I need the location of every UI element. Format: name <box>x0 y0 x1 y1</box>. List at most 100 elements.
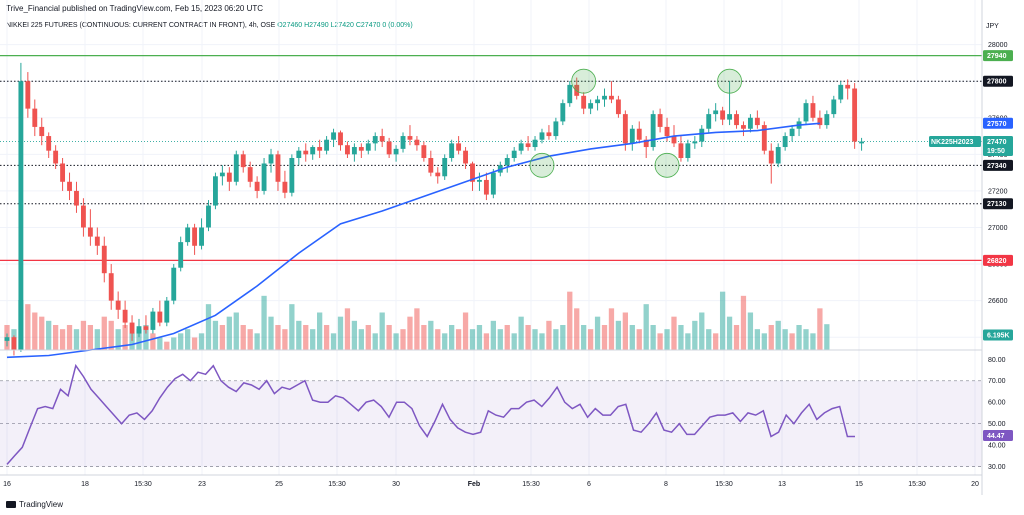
candle-body <box>164 300 170 323</box>
time-tick-label: 20 <box>971 481 979 488</box>
time-tick-label: 15:30 <box>908 481 926 488</box>
candle-body <box>414 139 420 146</box>
candle-body <box>143 326 149 330</box>
rsi-tick-label: 40.00 <box>988 443 1006 450</box>
volume-bar <box>185 329 191 350</box>
candle-body <box>727 114 733 120</box>
volume-bar <box>435 329 441 350</box>
brand-label: TradingView <box>19 500 64 509</box>
candle-body <box>317 147 323 151</box>
volume-bar <box>518 316 524 350</box>
volume-bar <box>525 325 531 350</box>
candle-body <box>213 176 218 206</box>
ma-tag: 27570 <box>987 121 1007 128</box>
volume-bar <box>782 329 788 350</box>
candle-body <box>275 154 281 182</box>
candle-body <box>421 145 427 158</box>
volume-bar <box>46 320 52 350</box>
volume-bar <box>824 324 830 350</box>
candle-body <box>636 128 642 140</box>
candle-body <box>782 136 788 148</box>
volume-bar <box>511 333 517 350</box>
candle-body <box>150 311 156 330</box>
volume-bar <box>643 304 649 350</box>
rsi-tick-label: 50.00 <box>988 421 1006 428</box>
currency-label: JPY <box>986 23 999 30</box>
rsi-tag: 44.47 <box>987 433 1005 440</box>
volume-bar <box>32 312 38 350</box>
volume-bar <box>115 329 121 350</box>
candle-body <box>358 147 364 151</box>
candle-body <box>4 337 10 341</box>
volume-bar <box>497 329 503 350</box>
candle-body <box>261 163 267 191</box>
volume-bar <box>810 333 816 350</box>
candle-body <box>622 114 628 144</box>
candle-body <box>18 81 24 350</box>
candle-body <box>185 227 191 243</box>
candle-body <box>595 99 600 104</box>
candle-body <box>428 158 434 173</box>
volume-bar <box>483 333 490 350</box>
volume-bar <box>587 329 594 350</box>
volume-bar <box>678 325 684 350</box>
volume-bar <box>671 316 677 350</box>
time-axis: 16 18 15:30 23 25 15:30 30 Feb 15:30 6 8 15:30 13 15 1… <box>3 481 979 488</box>
volume-bar <box>719 291 726 350</box>
candle-body <box>199 227 204 246</box>
volume-bar <box>205 304 212 350</box>
volume-bar <box>615 320 622 350</box>
volume-bar <box>622 312 628 350</box>
level-tag-bg <box>983 198 1013 210</box>
volume-bar <box>358 329 364 350</box>
candle-body <box>157 311 163 323</box>
candle-body <box>386 141 392 155</box>
highlight-circle <box>571 68 597 94</box>
candle-body <box>80 205 86 228</box>
volume-bar <box>740 295 747 350</box>
volume-bar <box>351 320 358 350</box>
candle-body <box>407 136 413 140</box>
candle-body <box>650 114 656 148</box>
bar-countdown: 19:50 <box>987 148 1005 155</box>
candle-body <box>609 95 614 100</box>
level-tag: 26820 <box>987 258 1007 265</box>
volume-bar <box>650 325 656 350</box>
volume-bar <box>775 320 781 350</box>
candle-body <box>39 126 45 137</box>
volume-bar <box>129 333 135 350</box>
candle-body <box>539 132 545 140</box>
volume-bar <box>469 329 476 350</box>
volume-bar <box>164 341 170 350</box>
candle-body <box>282 181 288 193</box>
candle-body <box>483 179 489 195</box>
symbol-legend[interactable]: NIKKEI 225 FUTURES (CONTINUOUS: CURRENT … <box>6 22 413 29</box>
volume-bar <box>247 329 253 350</box>
volume-bar <box>87 325 94 350</box>
volume-bar <box>296 320 302 350</box>
volume-bar <box>268 316 274 350</box>
volume-bar <box>664 329 670 350</box>
volume-bar <box>476 325 483 350</box>
candle-body <box>115 300 121 310</box>
volume-bar <box>713 333 719 350</box>
volume-bar <box>608 308 615 350</box>
volume-bar <box>198 333 205 350</box>
candle-body <box>761 125 767 151</box>
candle-body <box>303 150 309 155</box>
candle-body <box>685 143 691 158</box>
candle-body <box>219 172 225 177</box>
volume-bar <box>407 316 413 350</box>
last-price-value: 27470 <box>987 139 1007 146</box>
candle-body <box>11 337 17 350</box>
volume-bar <box>733 325 740 350</box>
candle-body <box>178 242 184 268</box>
volume-bar <box>455 329 462 350</box>
candle-body <box>338 132 343 146</box>
volume-bar <box>803 329 809 350</box>
candle-body <box>588 103 594 109</box>
highlight-circles <box>529 68 742 178</box>
candle-body <box>768 150 774 164</box>
volume-bar <box>261 295 267 350</box>
